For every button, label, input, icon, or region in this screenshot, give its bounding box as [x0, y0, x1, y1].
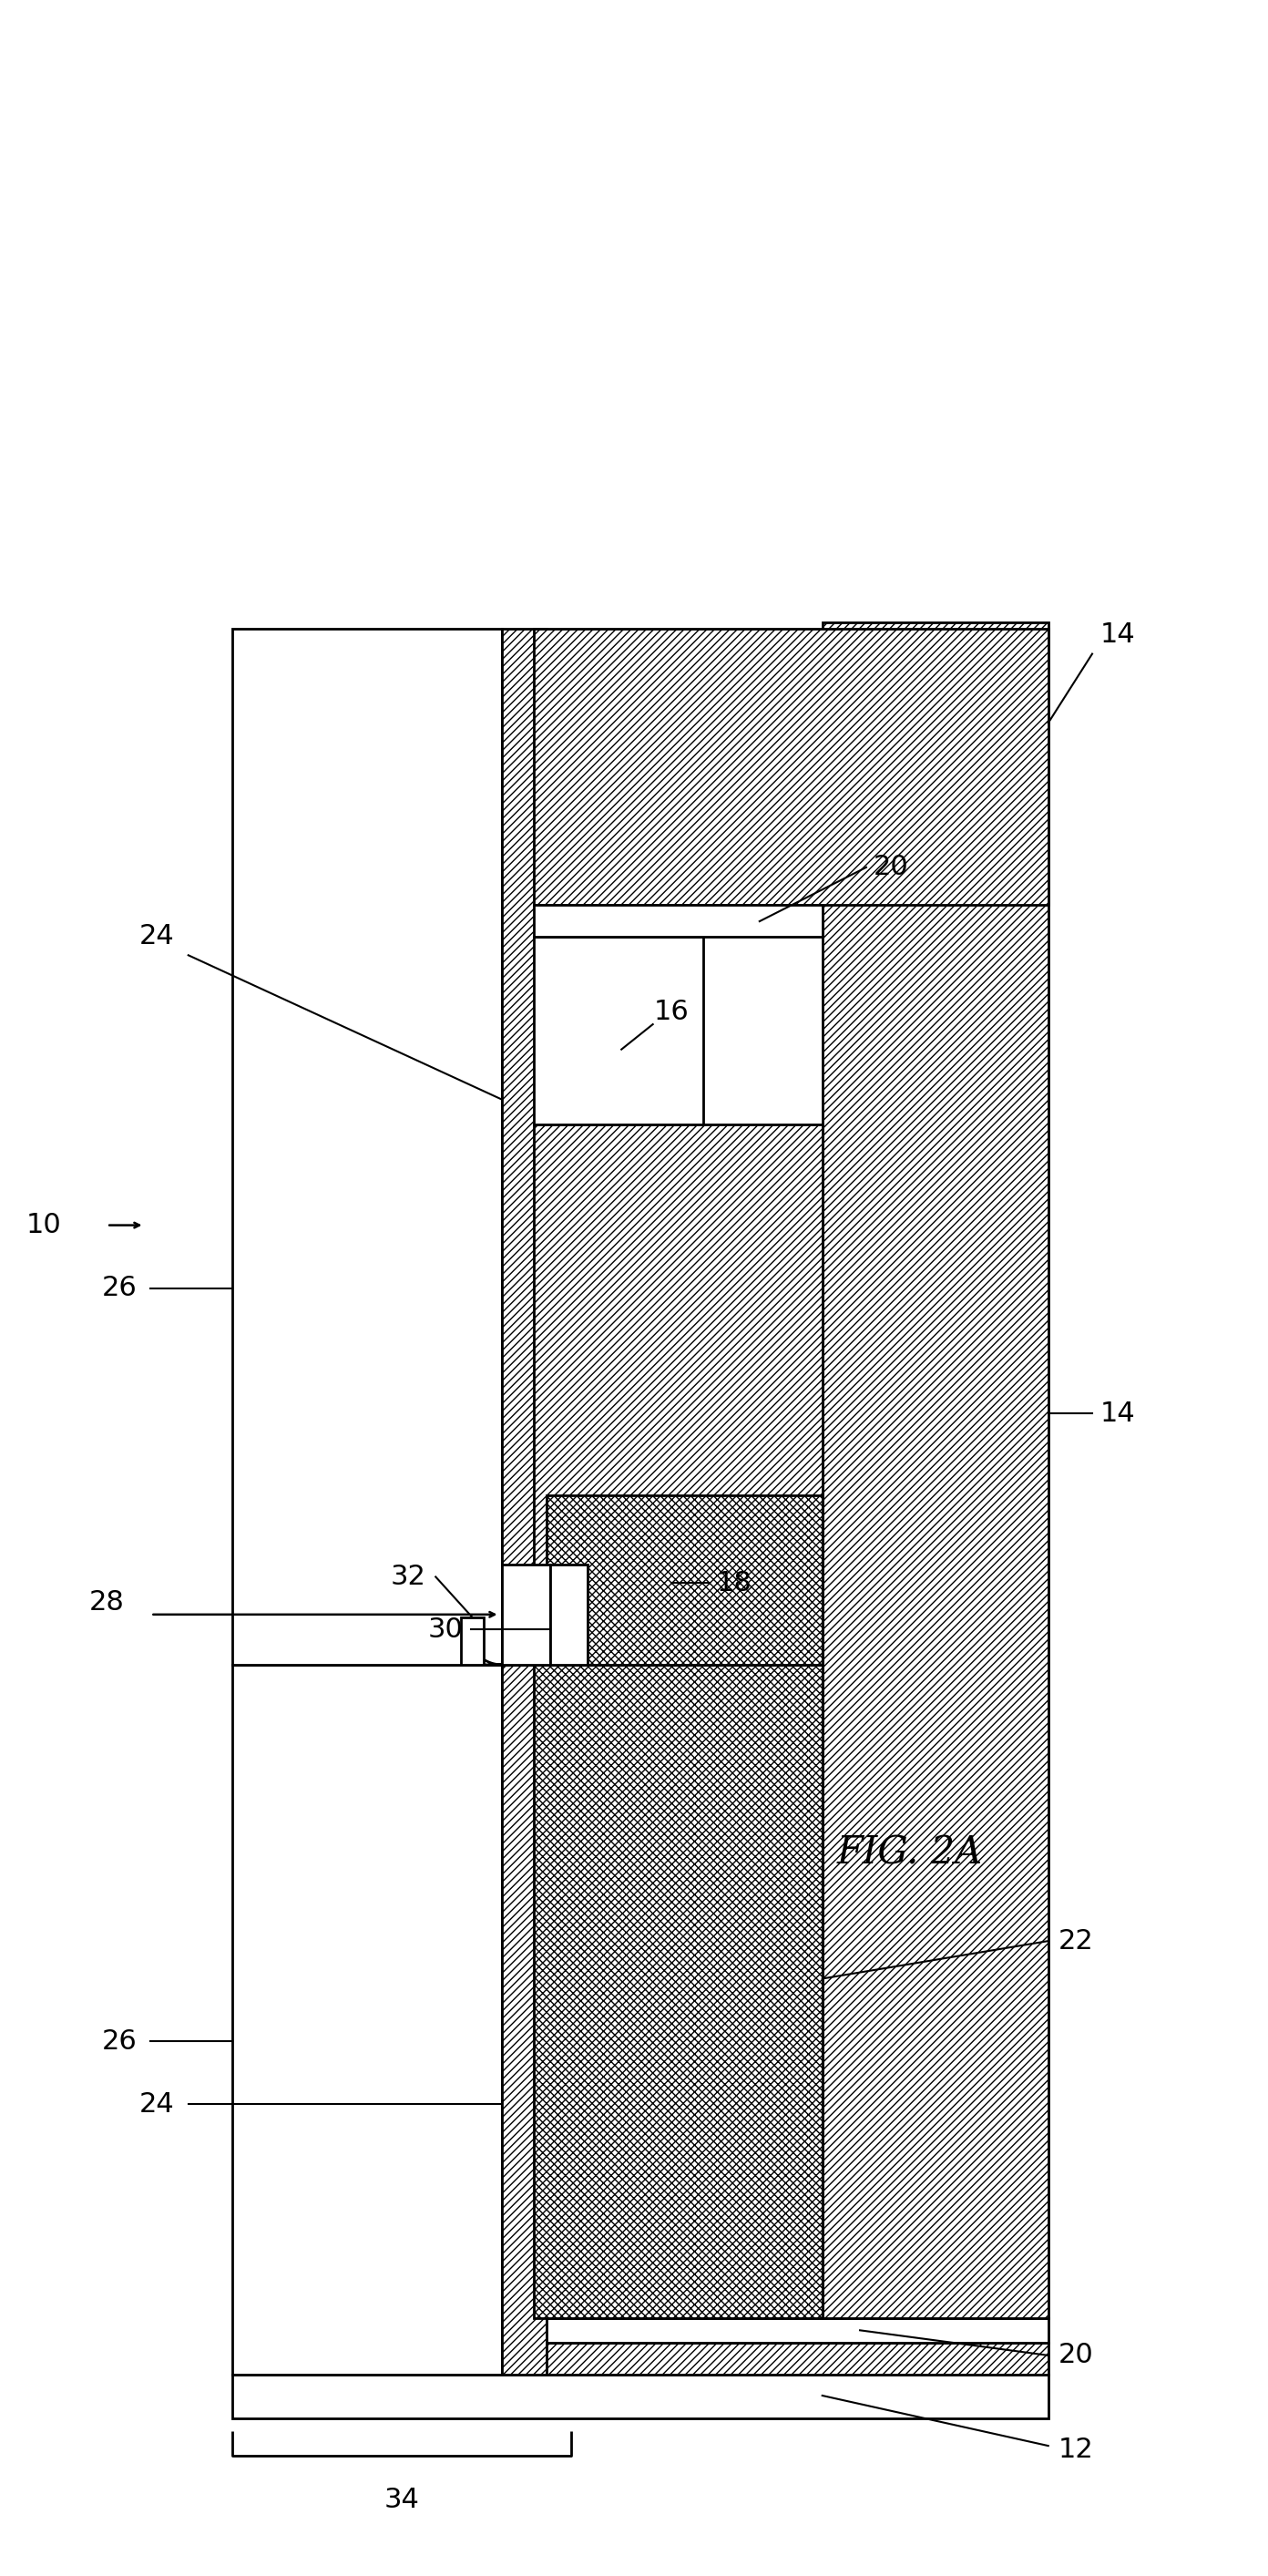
- Text: 28: 28: [89, 1589, 124, 1615]
- Bar: [502, 1664, 547, 2375]
- Bar: [534, 904, 823, 938]
- Bar: [460, 1618, 483, 1664]
- Text: 16: 16: [654, 999, 690, 1025]
- Text: 14: 14: [1099, 1401, 1135, 1427]
- Bar: [534, 629, 1049, 904]
- Text: 24: 24: [139, 2092, 175, 2117]
- Bar: [547, 1494, 823, 1664]
- Bar: [534, 2318, 1049, 2342]
- Text: 18: 18: [716, 1569, 752, 1597]
- Bar: [232, 1664, 502, 2375]
- Text: 12: 12: [1059, 2437, 1093, 2463]
- Bar: [534, 1126, 823, 1664]
- Text: 26: 26: [101, 2027, 137, 2056]
- Polygon shape: [467, 1631, 502, 1664]
- Bar: [232, 629, 502, 1664]
- Text: 32: 32: [391, 1564, 426, 1589]
- Bar: [534, 2342, 1049, 2375]
- Bar: [823, 623, 1049, 2318]
- Text: 14: 14: [1099, 621, 1135, 649]
- Bar: [534, 938, 702, 1126]
- Text: 20: 20: [874, 855, 909, 881]
- Text: 22: 22: [1059, 1927, 1093, 1955]
- Text: 34: 34: [384, 2486, 420, 2514]
- Bar: [534, 1664, 823, 2318]
- Text: FIG. 2A: FIG. 2A: [837, 1834, 983, 1873]
- Text: 10: 10: [27, 1211, 62, 1239]
- Bar: [502, 1564, 550, 1664]
- Text: 20: 20: [1059, 2342, 1093, 2367]
- Text: 30: 30: [429, 1615, 463, 1643]
- Bar: [550, 1564, 587, 1664]
- Text: 24: 24: [139, 922, 175, 951]
- Bar: [502, 629, 547, 1664]
- Text: 26: 26: [101, 1275, 137, 1301]
- Bar: [232, 2375, 1049, 2419]
